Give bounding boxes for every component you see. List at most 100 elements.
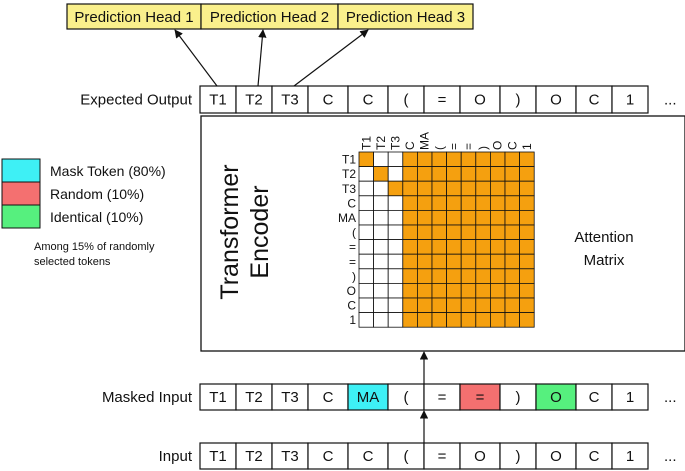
attention-cell-filled: [489, 224, 506, 241]
arrow: [293, 29, 369, 87]
attention-cell-empty: [373, 297, 389, 314]
attention-cell-filled: [519, 151, 535, 168]
attention-cell-filled: [373, 166, 389, 182]
token-text: O: [550, 389, 562, 406]
attention-cell-empty: [358, 312, 375, 328]
token-cell: [387, 383, 425, 411]
attention-cell-filled: [416, 312, 433, 328]
attention-cell-filled: [489, 239, 506, 255]
matrix-col-label: O: [491, 141, 505, 150]
attention-cell-filled: [416, 166, 433, 182]
attention-cell-empty: [373, 253, 389, 270]
attention-cell-filled: [475, 151, 491, 168]
attention-cell-filled: [475, 224, 491, 241]
attention-cell-filled: [460, 297, 477, 314]
token-text: C: [589, 92, 600, 109]
attention-cell-filled: [416, 239, 433, 255]
token-text: C: [363, 92, 374, 109]
attention-cell-empty: [373, 268, 389, 284]
token-text: C: [589, 389, 600, 406]
token-text: ): [516, 92, 521, 109]
attention-cell-empty: [373, 151, 389, 168]
token-cell: [235, 85, 273, 114]
attention-cell-filled: [519, 224, 535, 241]
attention-cell-filled: [504, 224, 521, 241]
attention-cell-filled: [489, 209, 506, 226]
token-text: O: [474, 92, 486, 109]
attention-cell-filled: [489, 312, 506, 328]
attention-cell-filled: [519, 166, 535, 182]
token-text: C: [323, 92, 334, 109]
arrow: [174, 29, 218, 87]
attention-cell-empty: [387, 224, 404, 241]
prediction-head-box: [66, 3, 202, 30]
input-label: Input: [159, 448, 193, 465]
attention-cell-filled: [446, 312, 462, 328]
token-cell: [611, 85, 649, 114]
token-text: T3: [281, 448, 299, 465]
attention-cell-filled: [489, 195, 506, 211]
attention-cell-filled: [460, 166, 477, 182]
expected-output-label: Expected Output: [80, 92, 193, 109]
token-text: T3: [281, 389, 299, 406]
attention-cell-filled: [519, 195, 535, 211]
token-cell: [499, 85, 537, 114]
token-text: =: [438, 92, 447, 109]
attention-cell-filled: [446, 282, 462, 299]
attention-cell-empty: [387, 209, 404, 226]
attention-cell-filled: [402, 224, 418, 241]
attention-cell-filled: [402, 151, 418, 168]
legend-note: Among 15% of randomly: [34, 241, 155, 253]
attention-cell-filled: [475, 166, 491, 182]
token-cell: [271, 383, 309, 411]
arrow: [257, 29, 267, 87]
attention-cell-empty: [358, 282, 375, 299]
token-text: 1: [626, 389, 634, 406]
attention-cell-filled: [446, 297, 462, 314]
prediction-head-label: Prediction Head 1: [74, 9, 193, 26]
attention-cell-empty: [358, 166, 375, 182]
attention-cell-filled: [489, 268, 506, 284]
attention-cell-filled: [504, 180, 521, 197]
attention-cell-empty: [358, 180, 375, 197]
attention-cell-empty: [387, 253, 404, 270]
attention-cell-empty: [373, 239, 389, 255]
attention-cell-filled: [358, 151, 375, 168]
attention-cell-filled: [504, 166, 521, 182]
attention-cell-filled: [519, 239, 535, 255]
attention-cell-filled: [460, 151, 477, 168]
token-cell: [459, 442, 501, 470]
attention-cell-filled: [446, 253, 462, 270]
attention-cell-filled: [519, 180, 535, 197]
attention-cell-filled: [460, 312, 477, 328]
token-text: (: [404, 92, 409, 109]
masked-input-label: Masked Input: [102, 389, 193, 406]
attention-cell-filled: [446, 166, 462, 182]
attention-cell-filled: [489, 253, 506, 270]
attention-cell-filled: [489, 282, 506, 299]
token-cell: [459, 85, 501, 114]
expected-output-row: Expected Output T1 T2 T3 C C (= O) O C 1...: [80, 85, 677, 114]
attention-cell-filled: [402, 239, 418, 255]
token-text: T1: [209, 92, 227, 109]
attention-matrix-label: Attention: [574, 229, 633, 246]
attention-cell-filled: [446, 180, 462, 197]
token-text: (: [404, 389, 409, 406]
attention-cell-filled: [402, 253, 418, 270]
attention-cell-filled: [475, 180, 491, 197]
attention-cell-filled: [416, 151, 433, 168]
attention-cell-filled: [475, 312, 491, 328]
attention-cell-filled: [475, 282, 491, 299]
attention-cell-empty: [387, 312, 404, 328]
token-cell: [575, 442, 613, 470]
matrix-col-label: T2: [374, 136, 388, 150]
attention-cell-filled: [402, 195, 418, 211]
attention-cell-filled: [402, 268, 418, 284]
token-text: =: [476, 389, 485, 406]
attention-cell-filled: [460, 282, 477, 299]
attention-cell-filled: [489, 166, 506, 182]
attention-cell-filled: [460, 253, 477, 270]
attention-cell-filled: [504, 195, 521, 211]
attention-cell-empty: [387, 151, 404, 168]
